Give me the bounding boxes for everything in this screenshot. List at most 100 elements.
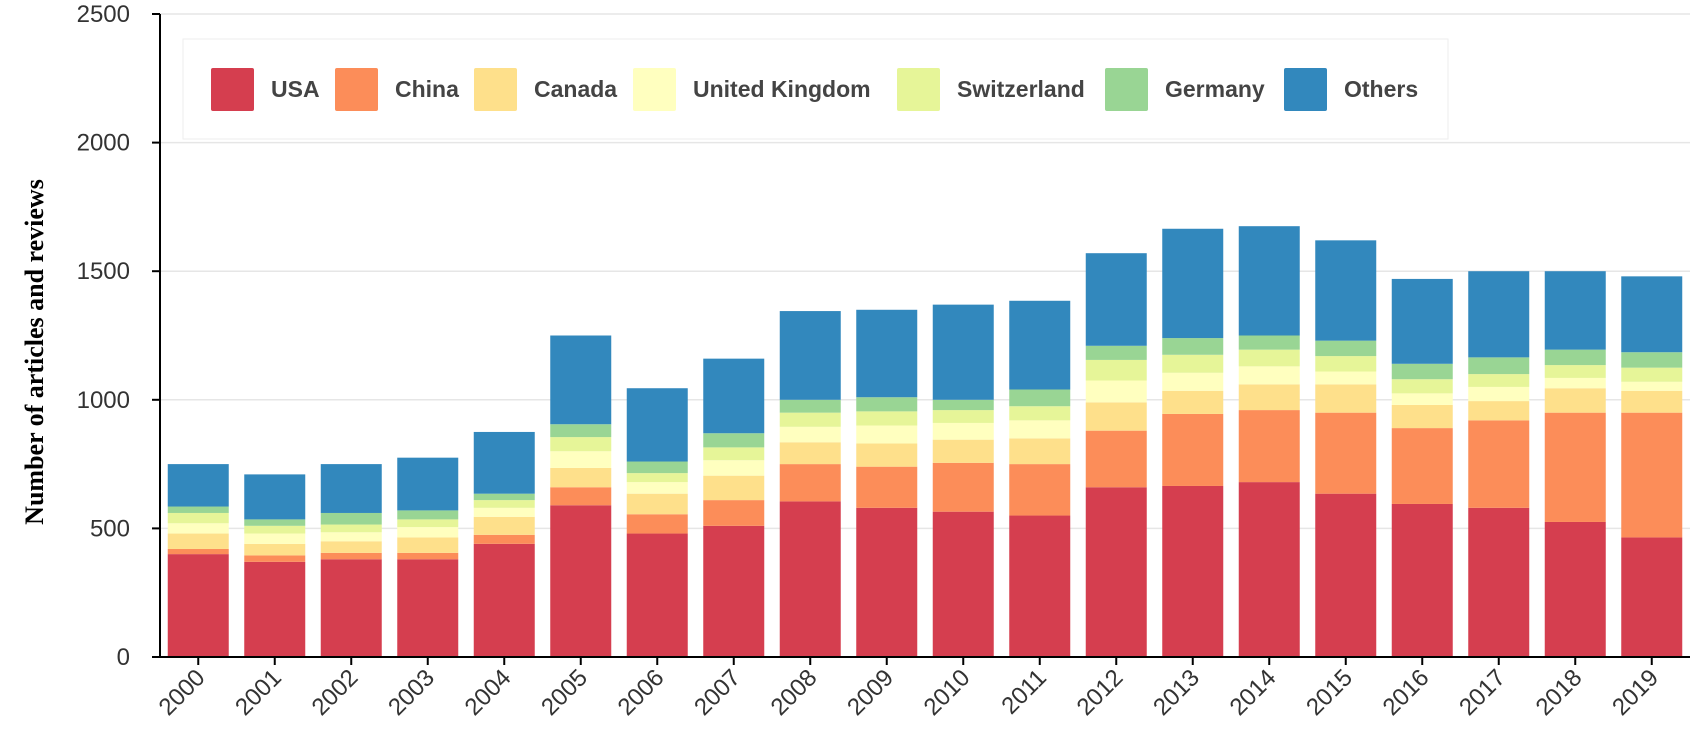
bar-segment-germany <box>167 506 229 513</box>
bar-segment-china <box>244 555 306 562</box>
bar-segment-others <box>1468 271 1530 358</box>
x-tick-label: 2012 <box>1072 664 1129 721</box>
bar-segment-switzerland <box>1315 356 1377 372</box>
x-tick-label: 2016 <box>1378 664 1435 721</box>
y-tick-label: 1500 <box>77 258 130 285</box>
bar-segment-usa <box>550 505 612 657</box>
x-tick-label: 2003 <box>383 664 440 721</box>
bar-segment-usa <box>1468 507 1530 657</box>
bar-segment-united-kingdom <box>1621 381 1683 391</box>
bar-segment-china <box>320 552 382 560</box>
legend-box <box>182 38 1449 140</box>
bar-segment-usa <box>1391 503 1453 657</box>
bar-segment-china <box>1621 412 1683 538</box>
legend-label: Switzerland <box>957 76 1085 102</box>
bar-segment-germany <box>779 399 841 413</box>
bar-segment-china <box>397 552 459 560</box>
bar-segment-canada <box>1162 390 1224 414</box>
x-tick-label: 2009 <box>842 664 899 721</box>
x-tick-label: 2002 <box>307 664 364 721</box>
bar-segment-switzerland <box>1391 379 1453 394</box>
bar-segment-switzerland <box>167 512 229 524</box>
legend-label: USA <box>271 76 320 102</box>
x-tick-label: 2000 <box>154 664 211 721</box>
bar-segment-united-kingdom <box>1544 377 1606 389</box>
bar-segment-germany <box>856 397 918 412</box>
y-tick-label: 0 <box>117 644 130 671</box>
bar-segment-canada <box>1315 384 1377 413</box>
bar-segment-usa <box>244 561 306 657</box>
bar-segment-united-kingdom <box>703 460 765 476</box>
bar-segment-others <box>779 311 841 400</box>
x-tick-label: 2015 <box>1301 664 1358 721</box>
bar-segment-china <box>856 466 918 508</box>
y-ticks: 0 500 1000 1500 2000 2500 <box>77 1 160 671</box>
bar-segment-others <box>1315 240 1377 341</box>
bar-segment-usa <box>932 511 994 657</box>
bar-segment-germany <box>1009 389 1071 407</box>
bar-segment-usa <box>1085 487 1147 657</box>
bar-segment-germany <box>626 461 688 474</box>
bar-segment-canada <box>397 537 459 553</box>
x-tick-label: 2013 <box>1148 664 1205 721</box>
legend-swatch <box>897 68 940 111</box>
legend-label: China <box>395 76 459 102</box>
bar-segment-usa <box>626 533 688 657</box>
bar-segment-canada <box>626 493 688 515</box>
bar-segment-switzerland <box>320 524 382 533</box>
bar-segment-china <box>1085 430 1147 488</box>
x-tick-label: 2001 <box>230 664 287 721</box>
bar-segment-others <box>1544 271 1606 350</box>
bar-segment-switzerland <box>1085 359 1147 381</box>
bar-segment-united-kingdom <box>626 482 688 494</box>
legend-swatch <box>1284 68 1327 111</box>
bar-segment-united-kingdom <box>1238 366 1300 385</box>
bar-segment-switzerland <box>1238 349 1300 367</box>
bar-segment-usa <box>1238 482 1300 657</box>
y-tick-label: 500 <box>90 515 130 542</box>
bar-segment-usa <box>779 501 841 657</box>
x-tick-label: 2008 <box>766 664 823 721</box>
bar-segment-germany <box>1544 349 1606 366</box>
x-tick-label: 2004 <box>460 664 517 721</box>
bar-segment-china <box>1238 410 1300 483</box>
bar-segment-others <box>1621 276 1683 353</box>
bar-segment-china <box>473 534 535 544</box>
bar-segment-others <box>1085 253 1147 346</box>
bar-segment-usa <box>856 507 918 657</box>
bar-segment-canada <box>167 533 229 549</box>
bar-segment-canada <box>703 475 765 501</box>
bar-segment-switzerland <box>1009 406 1071 421</box>
bars <box>167 226 1683 657</box>
y-tick-label: 2000 <box>77 130 130 157</box>
bar-segment-usa <box>1315 493 1377 657</box>
bar-segment-united-kingdom <box>397 527 459 538</box>
bar-segment-others <box>932 304 994 400</box>
bar-segment-united-kingdom <box>550 451 612 468</box>
axes <box>159 14 1690 658</box>
legend-label: Canada <box>534 76 617 102</box>
bar-segment-others <box>1009 300 1071 390</box>
x-tick-label: 2019 <box>1607 664 1664 721</box>
bar-segment-usa <box>1009 515 1071 657</box>
bar-segment-switzerland <box>856 411 918 426</box>
bar-segment-china <box>1391 428 1453 504</box>
bar-segment-germany <box>320 512 382 525</box>
bar-segment-switzerland <box>244 525 306 534</box>
bar-segment-germany <box>932 399 994 411</box>
y-tick-label: 1000 <box>77 387 130 414</box>
bar-segment-others <box>1162 228 1224 339</box>
legend-swatch <box>633 68 676 111</box>
bar-segment-usa <box>1621 537 1683 657</box>
bar-segment-united-kingdom <box>1162 372 1224 391</box>
legend-label: Germany <box>1165 76 1265 102</box>
bar-segment-china <box>703 500 765 526</box>
legend-swatch <box>335 68 378 111</box>
bar-segment-canada <box>1468 401 1530 421</box>
bar-segment-canada <box>320 541 382 553</box>
bar-segment-usa <box>397 559 459 657</box>
bar-segment-united-kingdom <box>932 422 994 440</box>
bar-segment-others <box>1238 226 1300 336</box>
bar-segment-united-kingdom <box>320 532 382 542</box>
bar-segment-germany <box>550 424 612 438</box>
